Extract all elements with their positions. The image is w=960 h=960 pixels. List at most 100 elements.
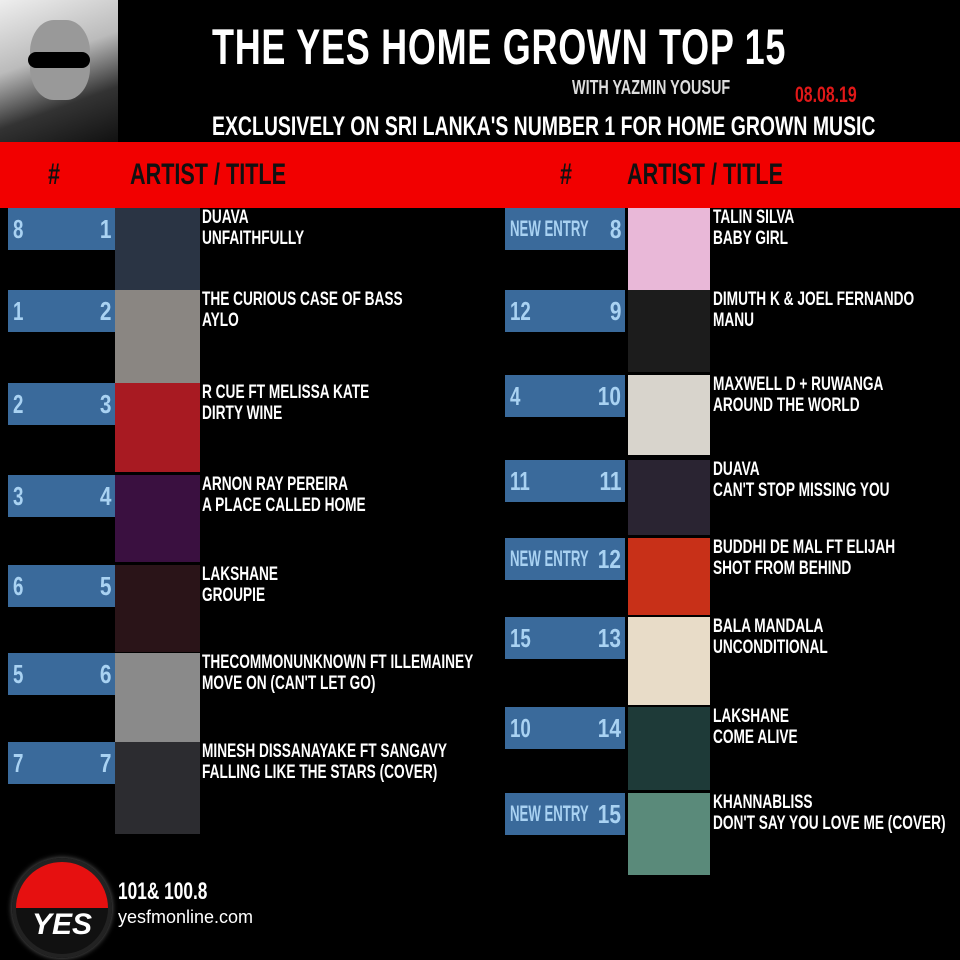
entry-info: DUAVA UNFAITHFULLY <box>202 208 344 250</box>
entry-info: THE CURIOUS CASE OF BASS AYLO <box>202 290 481 332</box>
current-position: 3 <box>99 389 111 419</box>
artist-name: THECOMMONUNKNOWN FT ILLEMAINEY <box>202 652 474 673</box>
page-title: THE YES HOME GROWN TOP 15 <box>212 19 787 75</box>
entry-info: DIMUTH K & JOEL FERNANDO MANU <box>713 290 960 332</box>
album-art <box>628 793 710 875</box>
entry-info: R CUE FT MELISSA KATE DIRTY WINE <box>202 383 434 425</box>
album-art <box>115 742 200 834</box>
entry-info: MAXWELL D + RUWANGA AROUND THE WORLD <box>713 375 950 417</box>
last-week-position: NEW ENTRY <box>510 546 589 571</box>
host-name: WITH YAZMIN YOUSUF <box>572 77 731 99</box>
last-week-position: 15 <box>510 623 531 653</box>
last-week-position: NEW ENTRY <box>510 216 589 241</box>
artist-name: R CUE FT MELISSA KATE <box>202 382 370 403</box>
current-position: 7 <box>99 748 111 778</box>
rank-box: 4 10 <box>505 375 625 417</box>
rank-box: 15 13 <box>505 617 625 659</box>
last-week-position: 2 <box>13 389 24 419</box>
album-art <box>115 653 200 742</box>
album-art <box>628 617 710 705</box>
rank-box: 11 11 <box>505 460 625 502</box>
artist-name: LAKSHANE <box>202 564 279 585</box>
last-week-position: 6 <box>13 571 24 601</box>
current-position: 15 <box>597 799 621 829</box>
entry-info: TALIN SILVA BABY GIRL <box>713 208 826 250</box>
rank-box: 12 9 <box>505 290 625 332</box>
current-position: 12 <box>597 544 621 574</box>
rank-box: NEW ENTRY 8 <box>505 208 625 250</box>
album-art <box>628 707 710 790</box>
chart-date: 08.08.19 <box>795 82 857 107</box>
album-art <box>115 383 200 472</box>
current-position: 4 <box>99 481 111 511</box>
yes-fm-logo: YES <box>12 858 112 958</box>
entry-info: ARNON RAY PEREIRA A PLACE CALLED HOME <box>202 475 429 517</box>
entry-info: DUAVA CAN'T STOP MISSING YOU <box>713 460 958 502</box>
song-title: UNFAITHFULLY <box>202 228 305 249</box>
song-title: COME ALIVE <box>713 727 798 748</box>
artist-title-header-left: ARTIST / TITLE <box>130 158 286 191</box>
last-week-position: 3 <box>13 481 24 511</box>
song-title: GROUPIE <box>202 585 266 606</box>
last-week-position: 5 <box>13 659 24 689</box>
entry-info: MINESH DISSANAYAKE FT SANGAVY FALLING LIK… <box>202 742 542 784</box>
last-week-position: 7 <box>13 748 24 778</box>
rank-box: NEW ENTRY 15 <box>505 793 625 835</box>
artist-title-header-right: ARTIST / TITLE <box>627 158 783 191</box>
album-art <box>628 208 710 290</box>
current-position: 13 <box>597 623 621 653</box>
hash-header-right: # <box>560 158 573 191</box>
song-title: AROUND THE WORLD <box>713 395 860 416</box>
artist-name: LAKSHANE <box>713 706 790 727</box>
song-title: BABY GIRL <box>713 228 789 249</box>
artist-name: MINESH DISSANAYAKE FT SANGAVY <box>202 741 448 762</box>
current-position: 8 <box>609 214 621 244</box>
entry-info: BUDDHI DE MAL FT ELIJAH SHOT FROM BEHIND <box>713 538 960 580</box>
album-art <box>115 290 200 383</box>
current-position: 10 <box>597 381 621 411</box>
song-title: MANU <box>713 310 755 331</box>
song-title: DON'T SAY YOU LOVE ME (COVER) <box>713 813 946 834</box>
current-position: 14 <box>597 713 621 743</box>
album-art <box>115 475 200 562</box>
current-position: 6 <box>99 659 111 689</box>
artist-name: BUDDHI DE MAL FT ELIJAH <box>713 537 896 558</box>
current-position: 9 <box>609 296 621 326</box>
frequency: 101& 100.8 <box>118 878 208 905</box>
header-band <box>0 142 960 208</box>
host-photo <box>0 0 118 142</box>
entry-info: LAKSHANE GROUPIE <box>202 565 308 607</box>
last-week-position: 11 <box>510 466 530 496</box>
entry-info: THECOMMONUNKNOWN FT ILLEMAINEY MOVE ON (C… <box>202 653 579 695</box>
song-title: CAN'T STOP MISSING YOU <box>713 480 890 501</box>
artist-name: DIMUTH K & JOEL FERNANDO <box>713 289 915 310</box>
artist-name: MAXWELL D + RUWANGA <box>713 374 884 395</box>
current-position: 5 <box>99 571 111 601</box>
artist-name: DUAVA <box>713 459 760 480</box>
artist-name: BALA MANDALA <box>713 616 824 637</box>
last-week-position: 1 <box>13 296 24 326</box>
song-title: A PLACE CALLED HOME <box>202 495 366 516</box>
song-title: MOVE ON (CAN'T LET GO) <box>202 673 376 694</box>
song-title: FALLING LIKE THE STARS (COVER) <box>202 762 438 783</box>
album-art <box>115 565 200 652</box>
song-title: AYLO <box>202 310 239 331</box>
song-title: UNCONDITIONAL <box>713 637 828 658</box>
tagline: EXCLUSIVELY ON SRI LANKA'S NUMBER 1 FOR … <box>212 111 876 141</box>
last-week-position: 12 <box>510 296 531 326</box>
album-art <box>628 538 710 615</box>
album-art <box>628 290 710 372</box>
artist-name: ARNON RAY PEREIRA <box>202 474 348 495</box>
current-position: 1 <box>99 214 111 244</box>
entry-info: LAKSHANE COME ALIVE <box>713 707 831 749</box>
last-week-position: 10 <box>510 713 531 743</box>
entry-info: KHANNABLISS DON'T SAY YOU LOVE ME (COVER) <box>713 793 960 835</box>
song-title: SHOT FROM BEHIND <box>713 558 852 579</box>
song-title: DIRTY WINE <box>202 403 283 424</box>
